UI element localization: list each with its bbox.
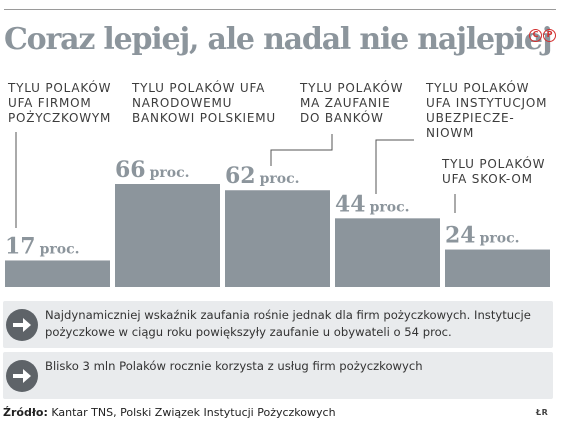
bar-chart: 17 proc. TYLU POLAKÓW UFA FIRMOM POŻYCZKOWYM…	[5, 80, 550, 287]
note-box-1: Najdynamiczniej wskaźnik zaufania rośnie…	[3, 301, 553, 348]
category-label: TYLU POLAKÓW UFA FIRMOM POŻYCZKOWYM	[7, 80, 111, 125]
leader-line	[270, 134, 333, 166]
leader-line	[375, 139, 414, 194]
data-label: 62 proc.	[225, 163, 300, 189]
source-label: Źródło:	[3, 406, 48, 419]
data-label: 17 proc.	[5, 233, 80, 259]
arrow-right-icon	[6, 309, 38, 341]
copyright-c-icon: C	[529, 29, 542, 42]
top-rule	[4, 9, 556, 10]
note-text-2: Blisko 3 mln Polaków rocznie korzysta z …	[45, 359, 423, 373]
note-text-1: Najdynamiczniej wskaźnik zaufania rośnie…	[45, 308, 531, 339]
data-label: 66 proc.	[115, 157, 190, 183]
category-label: TYLU POLAKÓW UFA SKOK-OM	[441, 156, 545, 186]
copyright-p-icon: P	[543, 29, 556, 42]
data-label: 24 proc.	[445, 223, 520, 249]
data-label: 44 proc.	[335, 191, 410, 217]
arrow-right-icon	[6, 360, 38, 392]
category-label: TYLU POLAKÓW UFA INSTYTUCJOM UBEZPIECZE-NI…	[425, 80, 547, 140]
author-credit: ŁR	[536, 408, 549, 417]
source-line: Źródło: Kantar TNS, Polski Związek Insty…	[3, 406, 336, 419]
source-text: Kantar TNS, Polski Związek Instytucji Po…	[51, 406, 336, 419]
bar	[115, 184, 220, 287]
note-box-2: Blisko 3 mln Polaków rocznie korzysta z …	[3, 352, 553, 399]
category-label: TYLU POLAKÓW UFA NARODOWEMU BANKOWI POLSKI…	[131, 80, 276, 125]
category-label: TYLU POLAKÓW MA ZAUFANIE DO BANKÓW	[299, 80, 403, 125]
bar	[335, 218, 440, 287]
bar	[445, 249, 550, 287]
bar	[5, 260, 110, 287]
bar	[225, 190, 330, 287]
chart-title: Coraz lepiej, ale nadal nie najlepiej	[4, 22, 553, 57]
